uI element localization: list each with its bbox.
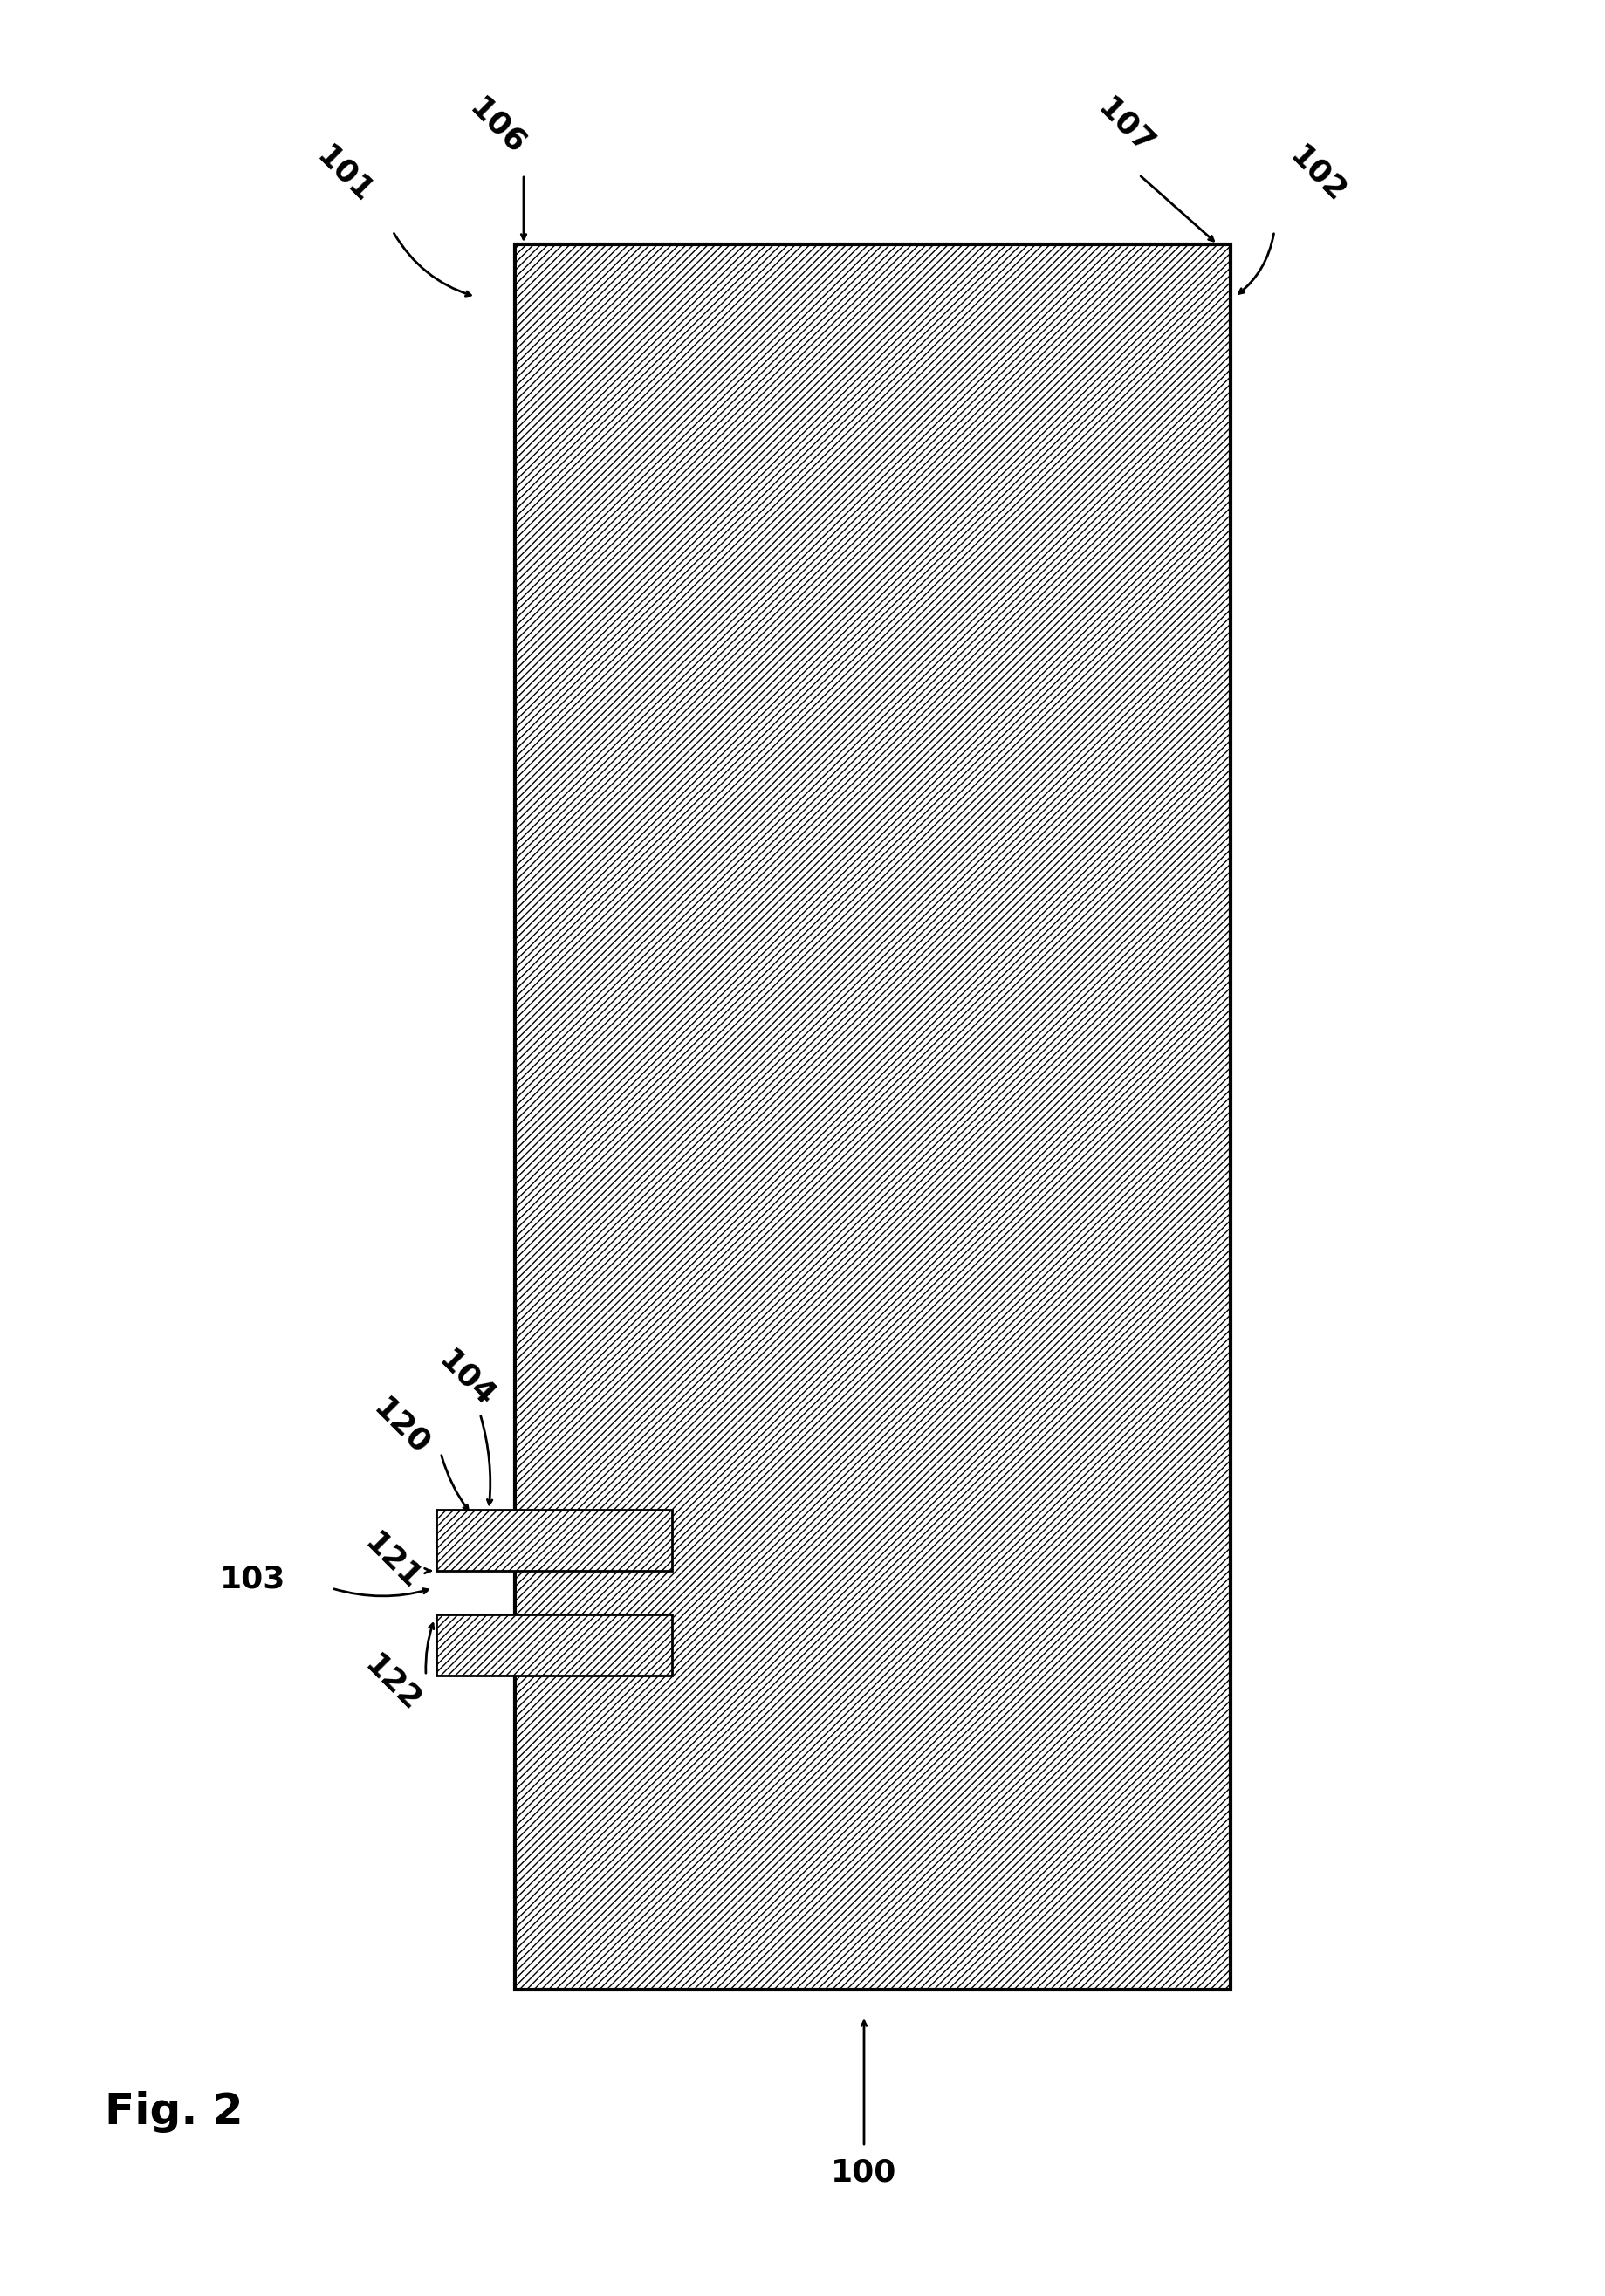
Text: 106: 106 [464, 92, 531, 161]
Text: 120: 120 [368, 1394, 435, 1460]
Text: 103: 103 [220, 1564, 286, 1593]
Bar [437, 1511, 671, 1570]
Text: 102: 102 [1284, 140, 1351, 209]
Text: 100: 100 [831, 2158, 897, 2188]
Text: 122: 122 [360, 1651, 427, 1717]
Bar [437, 1614, 671, 1676]
Text: Fig. 2: Fig. 2 [104, 2092, 242, 2133]
Text: 107: 107 [1091, 92, 1159, 161]
Text: 104: 104 [433, 1345, 501, 1412]
Bar [515, 243, 1229, 1991]
Text: 101: 101 [311, 140, 379, 209]
Text: 121: 121 [360, 1529, 427, 1596]
